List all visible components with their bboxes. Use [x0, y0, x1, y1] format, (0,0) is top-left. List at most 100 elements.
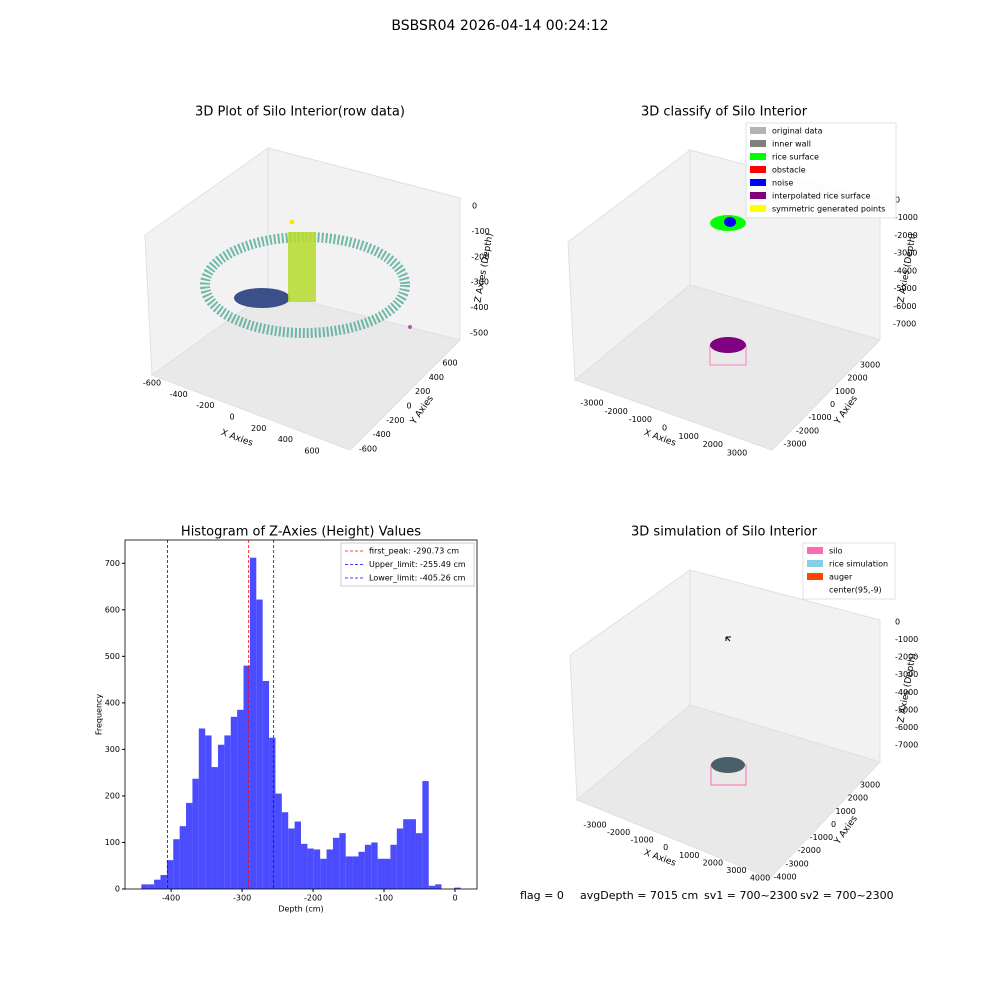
y-tick-label: 200	[105, 791, 120, 800]
legend-label: silo	[829, 547, 843, 556]
z-tick-label: -6000	[895, 723, 918, 732]
z-tick-label: -5000	[894, 284, 917, 293]
bar	[390, 844, 397, 889]
y-tick-label: 300	[105, 745, 120, 754]
bar	[352, 856, 359, 889]
z-tick-label: -1000	[895, 635, 918, 644]
y-tick-label: 200	[415, 387, 430, 396]
y-tick-label: -3000	[783, 440, 806, 449]
z-tick-label: -4000	[894, 266, 917, 275]
chart-title: 3D simulation of Silo Interior	[631, 525, 818, 540]
legend-swatch	[807, 560, 823, 567]
bar	[141, 884, 148, 889]
x-tick-label: -3000	[580, 399, 603, 408]
z-tick-label: 0	[472, 202, 477, 211]
z-tick-label: 0	[895, 618, 900, 627]
y-tick-label: -1000	[808, 413, 831, 422]
y-tick-label: 600	[105, 605, 120, 614]
bar	[179, 826, 187, 889]
x-tick-label: 1000	[678, 432, 698, 441]
x-tick-label: -2000	[607, 828, 630, 837]
legend-label: noise	[772, 179, 793, 188]
bar	[415, 833, 423, 889]
y-tick-label: -400	[373, 430, 391, 439]
legend-label: inner wall	[772, 140, 811, 149]
footer-flag: flag = 0	[520, 889, 564, 902]
y-tick-label: -4000	[773, 873, 796, 882]
x-tick-label: -200	[196, 401, 214, 410]
y-tick-label: 400	[105, 698, 120, 707]
bar	[409, 819, 416, 889]
z-tick-label: -100	[472, 227, 490, 236]
x-tick-label: 0	[452, 894, 457, 903]
y-tick-label: 2000	[848, 794, 868, 803]
legend-swatch	[750, 192, 766, 199]
legend-label: obstacle	[772, 166, 806, 175]
x-tick-label: 3000	[726, 866, 746, 875]
bar	[339, 833, 346, 889]
x-tick-label: -200	[304, 894, 322, 903]
z-tick-label: -400	[470, 303, 488, 312]
bar	[224, 735, 231, 889]
x-tick-label: 1000	[679, 851, 699, 860]
x-tick-label: -400	[162, 894, 180, 903]
z-tick-label: 0	[895, 196, 900, 205]
z-tick-label: -3000	[895, 670, 918, 679]
z-axis-label: Z Axies (Depth)	[473, 232, 495, 303]
box-1	[144, 147, 461, 451]
bar	[288, 828, 295, 889]
bar	[396, 828, 404, 889]
bar	[313, 849, 321, 889]
chart-title: 3D classify of Silo Interior	[641, 105, 808, 120]
bar	[217, 744, 225, 889]
z-tick-label: -6000	[893, 302, 916, 311]
bar	[307, 848, 314, 889]
x-tick-label: -1000	[631, 836, 654, 845]
y-tick-label: 3000	[860, 781, 880, 790]
legend-swatch	[807, 573, 823, 580]
z-tick-label: -500	[470, 329, 488, 338]
legend-swatch	[750, 127, 766, 134]
legend-label: center(95,-9)	[829, 586, 882, 595]
bar	[230, 716, 238, 889]
y-axis-label: Y Axies	[832, 394, 860, 427]
x-axis-label: X Axies	[642, 428, 677, 449]
legend-label: interpolated rice surface	[772, 192, 870, 201]
plot-frame	[124, 539, 478, 890]
y-tick-label: -2000	[798, 846, 821, 855]
x-tick-label: 0	[229, 413, 234, 422]
bar	[249, 557, 257, 889]
bar	[428, 885, 436, 889]
legend-swatch	[750, 205, 766, 212]
x-tick-label: 4000	[750, 874, 770, 883]
bar	[294, 821, 301, 889]
legend-label: rice surface	[772, 153, 819, 162]
y-tick-label: -200	[386, 416, 404, 425]
bar	[422, 781, 429, 889]
bar	[364, 844, 372, 889]
bar	[326, 849, 333, 889]
legend-label: Lower_limit: -405.26 cm	[369, 574, 466, 583]
x-tick-label: -100	[375, 894, 393, 903]
bar	[301, 843, 308, 889]
bar	[377, 858, 385, 889]
z-tick-label: -7000	[893, 320, 916, 329]
footer-sv1: sv1 = 700~2300	[704, 889, 798, 902]
x-tick-label: -1000	[629, 415, 652, 424]
bar	[166, 860, 174, 889]
legend-label: symmetric generated points	[772, 205, 885, 214]
y-tick-label: -1000	[810, 833, 833, 842]
x-tick-label: 2000	[703, 858, 723, 867]
bar	[281, 812, 289, 889]
y-tick-label: 3000	[860, 361, 880, 370]
y-tick-label: 100	[105, 838, 120, 847]
y-tick-label: 0	[830, 400, 835, 409]
y-tick-label: 600	[442, 359, 457, 368]
y-tick-label: 400	[429, 373, 444, 382]
legend-swatch	[750, 140, 766, 147]
box-4	[569, 569, 881, 879]
legend-label: auger	[829, 573, 853, 582]
x-tick-label: 0	[663, 843, 668, 852]
bar	[275, 793, 282, 889]
y-tick-label: 1000	[836, 807, 856, 816]
